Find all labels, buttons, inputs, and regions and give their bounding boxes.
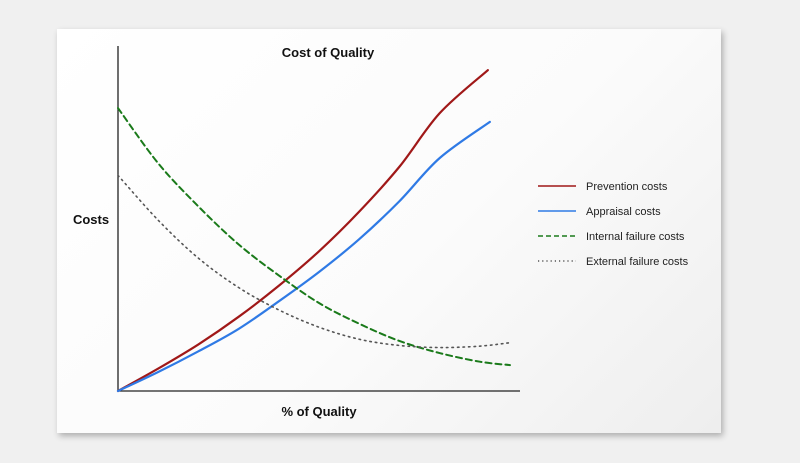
series-line-external-failure-costs [117, 174, 511, 349]
y-axis-label: Costs [73, 212, 109, 227]
chart-card [57, 29, 721, 433]
chart-title: Cost of Quality [282, 45, 375, 60]
series-line-internal-failure-costs [117, 107, 511, 367]
legend-label-external-failure-costs: External failure costs [586, 256, 689, 268]
legend: Prevention costs Appraisal costs Internal … [538, 181, 689, 268]
x-axis-label: % of Quality [281, 404, 357, 419]
legend-label-internal-failure-costs: Internal failure costs [586, 231, 685, 243]
series-line-prevention-costs [116, 69, 489, 393]
legend-label-appraisal-costs: Appraisal costs [586, 206, 661, 218]
series-line-appraisal-costs [116, 120, 491, 393]
legend-label-prevention-costs: Prevention costs [586, 181, 668, 193]
series-layer [116, 69, 511, 393]
